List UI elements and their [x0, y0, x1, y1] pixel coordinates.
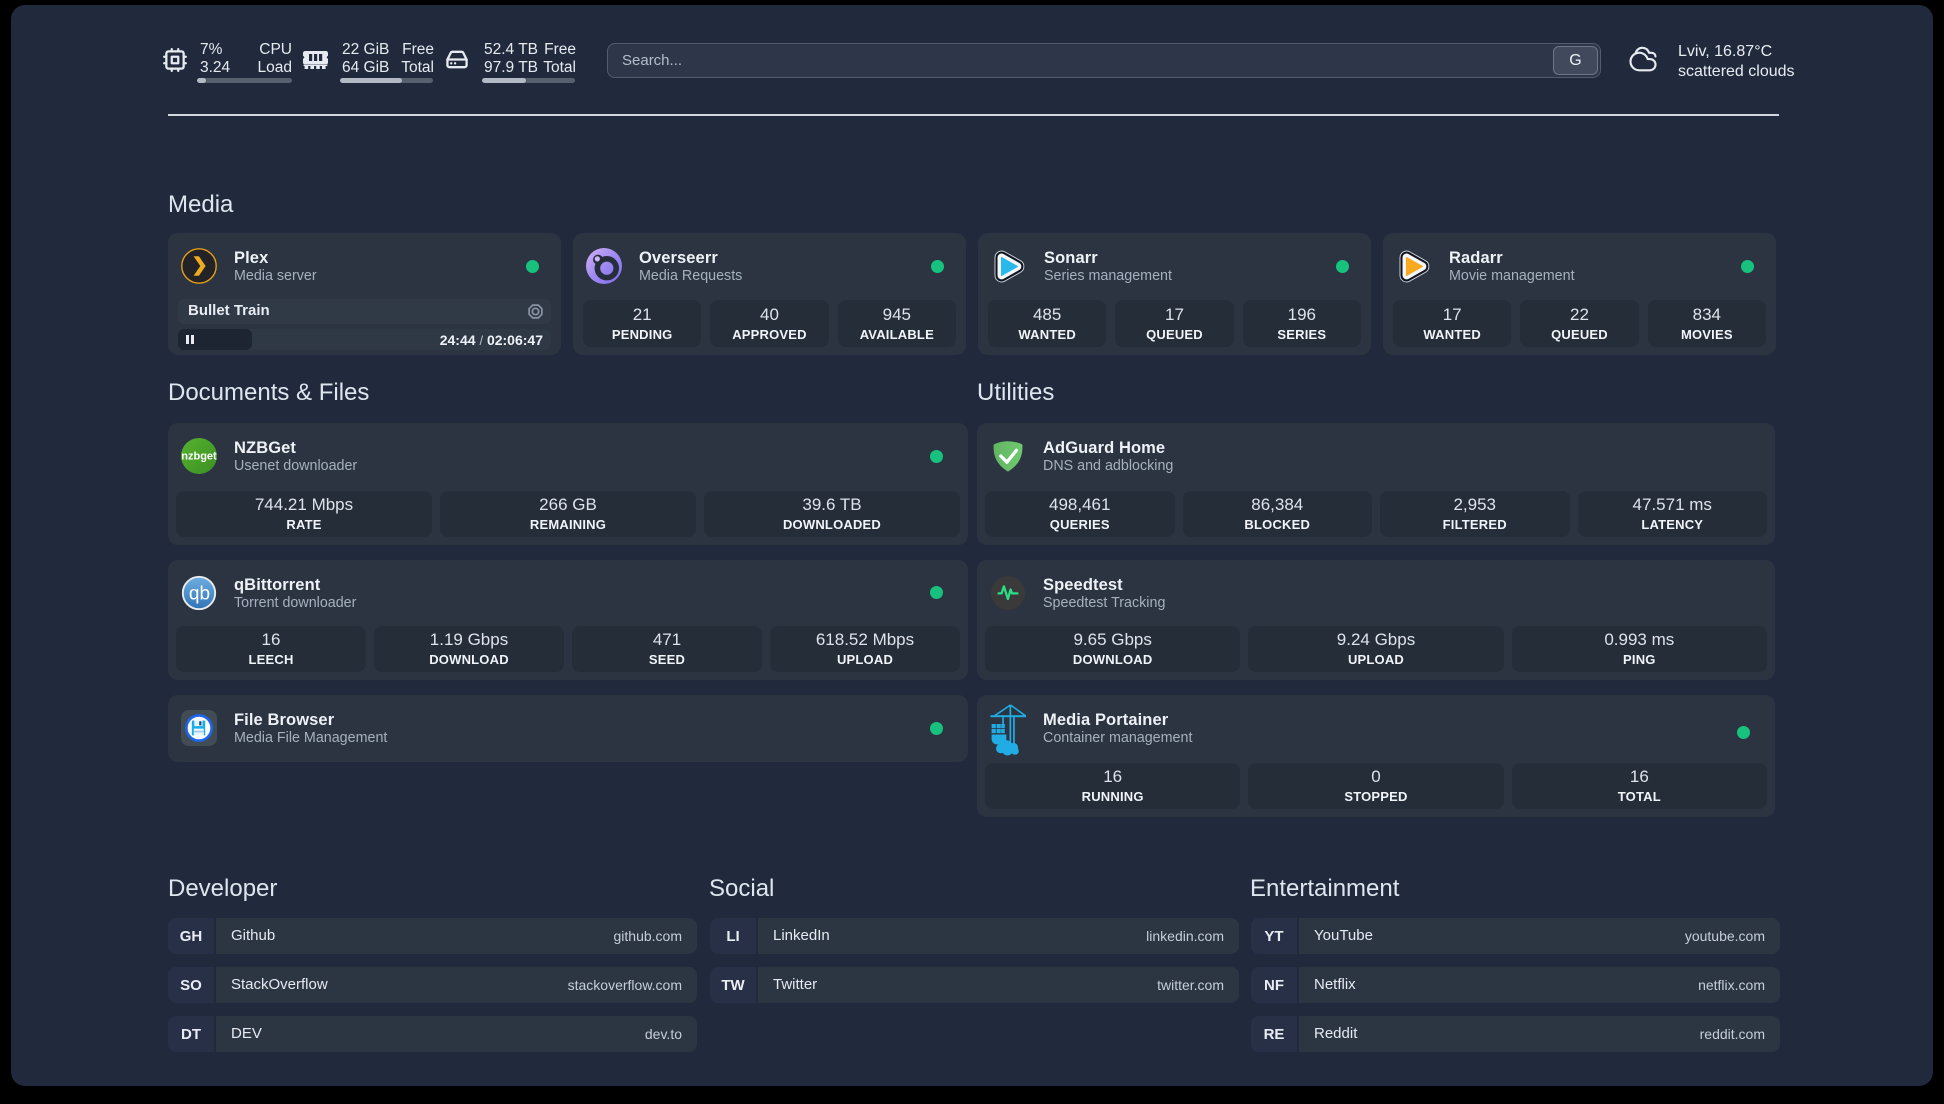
svg-text:qb: qb [189, 584, 210, 605]
svg-text:nzbget: nzbget [181, 451, 217, 463]
